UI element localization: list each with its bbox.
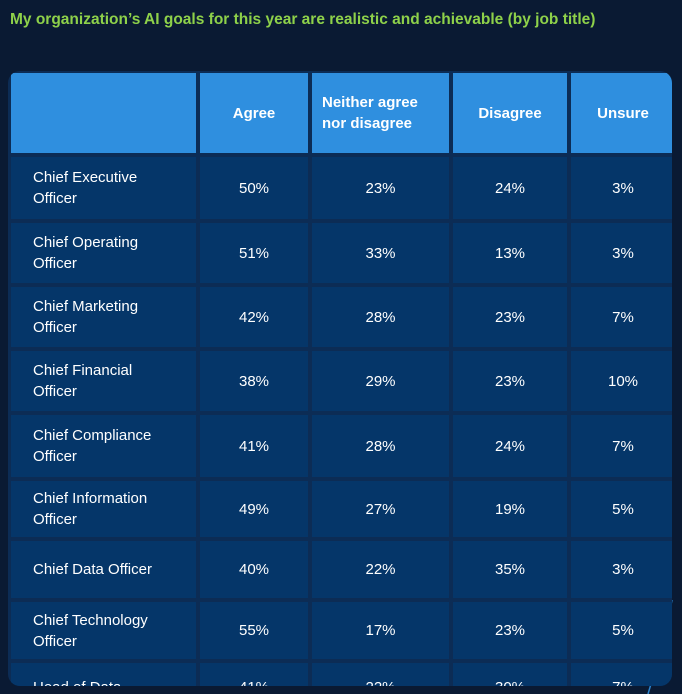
cell-chief-information-officer-neither-agree-nor-disagree: 27%: [312, 481, 449, 537]
header-corner: [11, 73, 196, 153]
cell-chief-executive-officer-agree: 50%: [200, 157, 308, 219]
cell-chief-information-officer-unsure: 5%: [571, 481, 672, 537]
cell-chief-data-officer-neither-agree-nor-disagree: 22%: [312, 541, 449, 598]
cell-chief-financial-officer-disagree: 23%: [453, 351, 567, 411]
cell-chief-compliance-officer-neither-agree-nor-disagree: 28%: [312, 415, 449, 477]
cell-chief-data-officer-disagree: 35%: [453, 541, 567, 598]
cell-head-of-data-neither-agree-nor-disagree: 22%: [312, 663, 449, 686]
row-label-chief-information-officer: Chief Information Officer: [11, 481, 196, 537]
row-label-chief-compliance-officer: Chief Compliance Officer: [11, 415, 196, 477]
cell-chief-marketing-officer-disagree: 23%: [453, 287, 567, 347]
cell-chief-technology-officer-unsure: 5%: [571, 602, 672, 659]
row-label-chief-executive-officer: Chief Executive Officer: [11, 157, 196, 219]
column-header-agree: Agree: [200, 73, 308, 153]
cell-chief-operating-officer-neither-agree-nor-disagree: 33%: [312, 223, 449, 283]
cell-chief-information-officer-disagree: 19%: [453, 481, 567, 537]
cell-chief-compliance-officer-agree: 41%: [200, 415, 308, 477]
data-table: Agree Neither agree nor disagree Disagree U…: [8, 71, 672, 686]
cell-head-of-data-disagree: 30%: [453, 663, 567, 686]
cell-chief-technology-officer-disagree: 23%: [453, 602, 567, 659]
cell-chief-marketing-officer-neither-agree-nor-disagree: 28%: [312, 287, 449, 347]
row-label-head-of-data: Head of Data: [11, 663, 196, 686]
cell-chief-executive-officer-unsure: 3%: [571, 157, 672, 219]
cell-chief-compliance-officer-unsure: 7%: [571, 415, 672, 477]
cell-chief-financial-officer-agree: 38%: [200, 351, 308, 411]
cell-chief-financial-officer-neither-agree-nor-disagree: 29%: [312, 351, 449, 411]
cell-chief-information-officer-agree: 49%: [200, 481, 308, 537]
cell-chief-data-officer-unsure: 3%: [571, 541, 672, 598]
chart-title: My organization’s AI goals for this year…: [10, 11, 596, 28]
cell-chief-marketing-officer-agree: 42%: [200, 287, 308, 347]
cell-chief-data-officer-agree: 40%: [200, 541, 308, 598]
cell-chief-executive-officer-disagree: 24%: [453, 157, 567, 219]
cell-chief-executive-officer-neither-agree-nor-disagree: 23%: [312, 157, 449, 219]
cell-chief-operating-officer-agree: 51%: [200, 223, 308, 283]
column-header-unsure: Unsure: [571, 73, 672, 153]
cell-chief-marketing-officer-unsure: 7%: [571, 287, 672, 347]
row-label-chief-data-officer: Chief Data Officer: [11, 541, 196, 598]
column-header-disagree: Disagree: [453, 73, 567, 153]
row-label-chief-marketing-officer: Chief Marketing Officer: [11, 287, 196, 347]
cell-chief-technology-officer-agree: 55%: [200, 602, 308, 659]
row-label-chief-technology-officer: Chief Technology Officer: [11, 602, 196, 659]
cell-chief-technology-officer-neither-agree-nor-disagree: 17%: [312, 602, 449, 659]
cell-chief-compliance-officer-disagree: 24%: [453, 415, 567, 477]
cell-chief-operating-officer-disagree: 13%: [453, 223, 567, 283]
cell-head-of-data-agree: 41%: [200, 663, 308, 686]
cell-chief-financial-officer-unsure: 10%: [571, 351, 672, 411]
row-label-chief-operating-officer: Chief Operating Officer: [11, 223, 196, 283]
column-header-neither-agree-nor-disagree: Neither agree nor disagree: [312, 73, 449, 153]
cell-head-of-data-unsure: 7%: [571, 663, 672, 686]
cell-chief-operating-officer-unsure: 3%: [571, 223, 672, 283]
table-grid: Agree Neither agree nor disagree Disagree U…: [8, 71, 672, 686]
row-label-chief-financial-officer: Chief Financial Officer: [11, 351, 196, 411]
